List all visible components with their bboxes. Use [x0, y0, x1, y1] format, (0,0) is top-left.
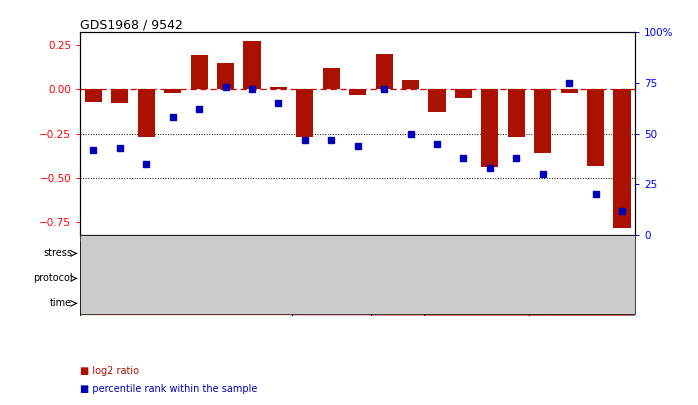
Text: 24 h: 24 h	[572, 298, 593, 309]
Bar	[322, 68, 340, 89]
Bar	[292, 291, 371, 316]
Text: no hypoxia: no hypoxia	[106, 248, 160, 258]
Bar	[424, 291, 530, 316]
Bar	[534, 89, 551, 153]
Bar	[560, 89, 578, 93]
Text: 5 h: 5 h	[389, 298, 405, 309]
Text: 3 h: 3 h	[324, 298, 339, 309]
Bar	[191, 55, 208, 89]
Bar	[507, 89, 525, 137]
Bar	[376, 54, 393, 89]
Bar	[80, 266, 292, 291]
Bar	[80, 291, 292, 316]
Text: ■ percentile rank within the sample: ■ percentile rank within the sample	[80, 384, 258, 394]
Bar	[530, 291, 635, 316]
Bar	[481, 89, 498, 167]
Bar	[164, 89, 181, 93]
Text: GDS1968 / 9542: GDS1968 / 9542	[80, 18, 183, 31]
Bar	[85, 89, 102, 102]
Bar	[244, 41, 260, 89]
Bar	[296, 89, 313, 137]
Text: 0 h: 0 h	[178, 298, 194, 309]
Bar	[402, 80, 419, 89]
Bar	[429, 89, 445, 112]
Text: time: time	[50, 298, 73, 309]
Bar	[614, 89, 630, 228]
Text: no reoxygenation: no reoxygenation	[143, 273, 228, 283]
Bar	[349, 89, 366, 95]
Bar	[111, 89, 128, 103]
Text: ■ log2 ratio: ■ log2 ratio	[80, 366, 140, 375]
Bar	[371, 291, 424, 316]
Bar	[217, 63, 235, 89]
Bar	[186, 241, 635, 266]
Text: hypoxia: hypoxia	[392, 248, 430, 258]
Bar	[455, 89, 472, 98]
Bar	[270, 87, 287, 89]
Text: reoxygenation: reoxygenation	[429, 273, 498, 283]
Text: 12 h: 12 h	[466, 298, 487, 309]
Bar	[292, 266, 635, 291]
Bar	[587, 89, 604, 166]
Bar	[80, 241, 186, 266]
Bar	[138, 89, 155, 137]
Text: stress: stress	[43, 248, 73, 258]
Text: protocol: protocol	[33, 273, 73, 283]
